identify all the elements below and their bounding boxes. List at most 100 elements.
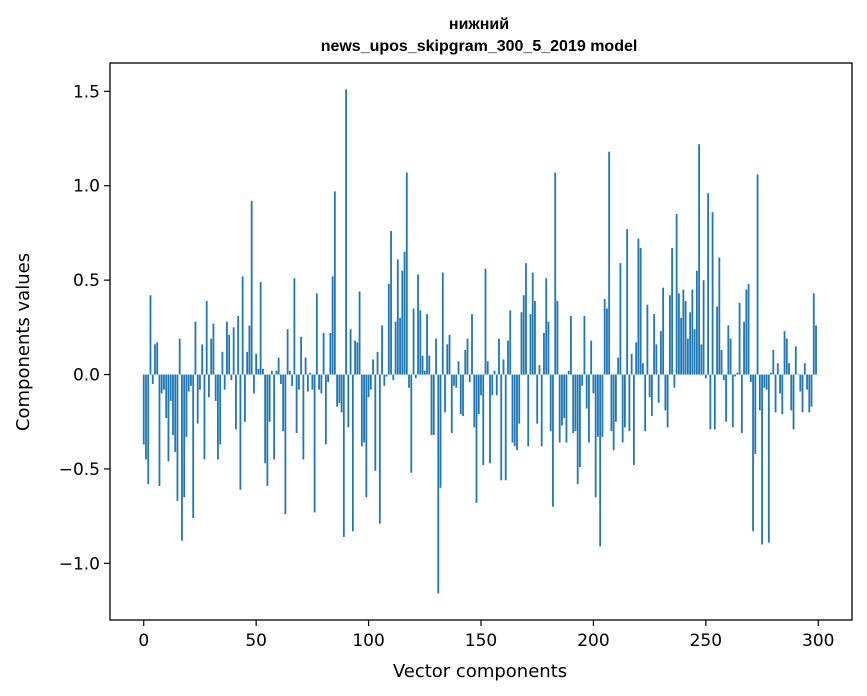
bar-90 (345, 89, 347, 375)
bar-91 (347, 374, 350, 428)
bar-34 (219, 374, 222, 445)
bar-10 (165, 374, 168, 418)
bar-181 (549, 374, 552, 432)
bar-12 (169, 374, 172, 401)
y-tick-label: 1.5 (73, 82, 100, 102)
bar-3 (149, 295, 152, 375)
bar-214 (624, 374, 626, 428)
plot-area-frame (109, 62, 853, 621)
bar-168 (520, 312, 523, 375)
bar-183 (554, 172, 557, 375)
bar-66 (291, 374, 294, 386)
bar-250 (704, 374, 707, 379)
bar-267 (743, 321, 745, 375)
bar-15 (176, 374, 179, 502)
x-axis-ticks: 0 50 100 150 200 250 300 (138, 620, 834, 651)
bar-41 (235, 374, 237, 430)
bar-256 (718, 257, 721, 375)
bar-171 (527, 374, 530, 447)
bar-221 (639, 248, 642, 375)
bar-249 (702, 280, 705, 375)
bar-49 (253, 374, 255, 394)
bar-149 (477, 374, 480, 415)
x-tick-label: 100 (352, 631, 384, 651)
bar-33 (217, 374, 219, 460)
bar-40 (232, 327, 235, 375)
bar-130 (435, 338, 437, 375)
bar-1 (145, 374, 147, 460)
bar-18 (183, 374, 186, 498)
bar-192 (574, 374, 577, 432)
bar-232 (664, 374, 667, 411)
x-tick-label: 300 (802, 631, 834, 651)
bar-102 (372, 359, 374, 375)
bar-22 (192, 374, 195, 519)
bar-248 (700, 344, 703, 375)
bar-228 (655, 344, 658, 375)
bar-140 (457, 361, 460, 375)
bar-246 (695, 270, 698, 375)
bar-275 (761, 374, 763, 545)
bar-211 (617, 357, 620, 375)
bar-114 (399, 317, 401, 375)
bar-118 (408, 374, 410, 388)
bar-278 (767, 374, 770, 543)
bar-107 (383, 374, 386, 386)
bar-150 (480, 374, 482, 396)
bar-279 (770, 372, 772, 375)
bar-42 (237, 316, 240, 375)
bar-120 (412, 308, 415, 375)
bar-133 (441, 272, 444, 375)
bar-237 (675, 214, 678, 375)
bar-152 (484, 268, 487, 375)
bar-11 (167, 374, 170, 462)
bar-265 (738, 302, 741, 375)
bar-253 (711, 212, 714, 375)
bar-203 (599, 374, 602, 547)
bar-187 (563, 374, 566, 418)
bar-115 (401, 270, 404, 375)
bar-9 (163, 374, 165, 390)
bar-269 (747, 283, 750, 375)
bar-81 (324, 374, 327, 445)
bar-122 (417, 274, 419, 375)
bar-170 (525, 263, 527, 375)
bar-17 (181, 374, 183, 541)
bar-110 (390, 231, 392, 375)
chart-title-line-2: news_upos_skipgram_300_5_2019 model (321, 38, 638, 55)
bar-30 (210, 338, 213, 375)
bar-143 (464, 350, 467, 375)
bar-285 (783, 331, 786, 375)
bar-131 (437, 374, 440, 594)
bar-31 (212, 323, 215, 375)
bar-138 (453, 374, 455, 386)
bar-195 (581, 374, 584, 386)
bar-165 (513, 374, 516, 447)
y-axis-label: Components values (13, 253, 34, 431)
bar-86 (336, 374, 338, 407)
bar-23 (194, 321, 197, 375)
bar-85 (333, 191, 336, 375)
bar-129 (432, 374, 435, 435)
bar-8 (160, 374, 163, 394)
bar-205 (603, 299, 606, 375)
bar-119 (410, 374, 413, 473)
y-tick-label: −1.0 (59, 554, 100, 574)
bar-233 (666, 374, 669, 428)
bar-227 (653, 314, 656, 375)
bar-75 (311, 374, 314, 390)
bar-155 (491, 374, 494, 396)
bar-103 (374, 374, 377, 471)
bar-32 (214, 374, 217, 401)
y-tick-label: 0.0 (73, 366, 100, 386)
bar-156 (493, 370, 496, 375)
bar-273 (756, 174, 759, 375)
bar-185 (558, 374, 561, 443)
bar-159 (500, 374, 503, 481)
bar-197 (585, 374, 588, 409)
bar-298 (812, 293, 815, 375)
bar-174 (534, 300, 536, 375)
bar-293 (801, 374, 804, 413)
bar-126 (426, 314, 428, 375)
bar-55 (266, 374, 269, 486)
